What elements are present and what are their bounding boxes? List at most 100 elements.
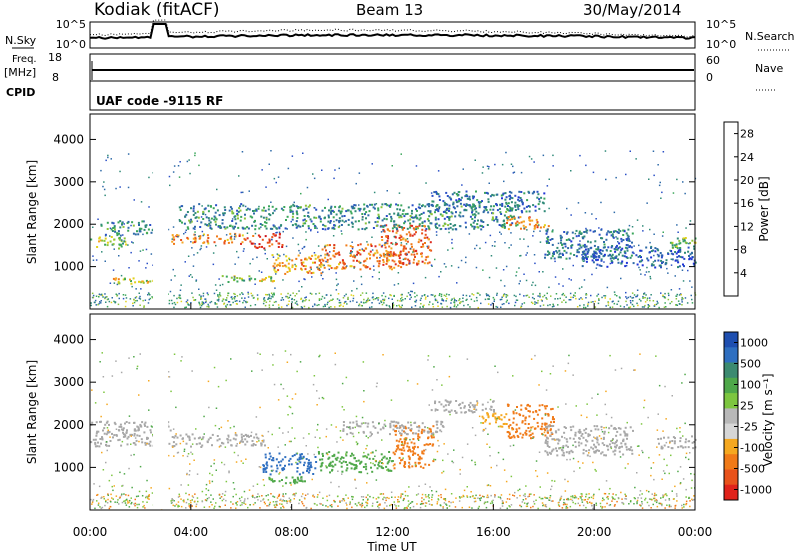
echo-cell [393, 220, 396, 223]
echo-cell [329, 244, 331, 247]
clutter-cell [234, 300, 237, 302]
echo-cell [345, 210, 348, 213]
clutter-cell [392, 302, 394, 304]
echo-cell [267, 208, 270, 211]
echo-cell [669, 440, 672, 443]
echo-cell [407, 219, 410, 222]
echo-cell [268, 275, 271, 278]
noise-cell [669, 442, 671, 444]
clutter-cell [217, 300, 220, 302]
echo-cell [471, 225, 474, 228]
echo-cell [179, 434, 182, 437]
echo-cell [332, 216, 335, 219]
echo-cell [440, 403, 443, 406]
echo-cell [416, 263, 419, 266]
echo-cell [105, 433, 108, 436]
echo-cell [571, 451, 574, 454]
echo-cell [187, 435, 189, 438]
echo-cell [430, 430, 432, 433]
noise-cell [186, 472, 188, 475]
noise-cell [111, 297, 113, 299]
clutter-cell [344, 301, 346, 303]
echo-cell [492, 413, 495, 416]
echo-cell [329, 211, 332, 214]
noise-cell [511, 428, 513, 431]
echo-cell [617, 261, 620, 264]
clutter-cell [322, 305, 325, 308]
noise-cell [205, 246, 208, 248]
echo-cell [205, 216, 208, 219]
echo-cell [327, 216, 330, 219]
clutter-cell [96, 500, 98, 502]
noise-cell [531, 284, 533, 286]
noise-cell [482, 269, 484, 271]
echo-cell [396, 228, 398, 231]
echo-cell [101, 437, 104, 440]
noise-cell [662, 231, 664, 233]
echo-cell [485, 209, 488, 211]
noise-cell [375, 203, 378, 205]
echo-cell [427, 219, 430, 222]
noise-cell [685, 488, 687, 491]
echo-cell [551, 418, 554, 421]
noise-cell [461, 456, 464, 459]
noise-cell [589, 455, 591, 458]
clutter-cell [218, 296, 220, 298]
noise-cell [256, 352, 259, 354]
echo-cell [301, 263, 304, 266]
noise-cell [256, 441, 258, 443]
echo-cell [117, 221, 120, 224]
echo-cell [398, 254, 400, 257]
noise-cell [476, 404, 478, 406]
echo-cell [388, 245, 391, 248]
echo-cell [418, 426, 421, 429]
echo-cell [549, 435, 552, 437]
echo-cell [465, 226, 467, 229]
noise-cell [175, 433, 177, 435]
echo-cell [343, 263, 346, 266]
noise-cell [151, 426, 153, 428]
echo-cell [371, 451, 374, 454]
clutter-cell [407, 292, 410, 294]
echo-cell [545, 425, 547, 428]
echo-cell [326, 258, 329, 261]
echo-cell [522, 433, 525, 436]
echo-cell [204, 207, 207, 210]
noise-cell [334, 352, 336, 354]
echo-cell [607, 448, 610, 451]
echo-cell [532, 411, 535, 414]
noise-cell [366, 444, 368, 447]
noise-cell [287, 431, 289, 433]
noise-cell [601, 296, 603, 299]
clutter-cell [414, 296, 416, 298]
clutter-cell [219, 292, 221, 294]
noise-cell [518, 282, 520, 285]
echo-cell [661, 262, 663, 264]
echo-cell [514, 209, 517, 211]
noise-cell [265, 219, 268, 221]
echo-cell [545, 229, 548, 232]
noise-cell [236, 443, 238, 445]
noise-cell [240, 460, 243, 462]
noise-cell [508, 302, 510, 305]
echo-cell [338, 217, 341, 220]
echo-cell [238, 235, 241, 237]
echo-cell [551, 238, 554, 240]
echo-cell [400, 459, 402, 462]
noise-cell [546, 472, 549, 474]
echo-cell [482, 221, 485, 223]
noise-cell [462, 168, 464, 170]
echo-cell [625, 244, 628, 246]
echo-cell [601, 451, 604, 454]
echo-cell [113, 225, 116, 228]
echo-cell [448, 401, 451, 404]
echo-cell [339, 205, 341, 208]
noise-cell [410, 290, 412, 293]
echo-cell [403, 466, 406, 468]
echo-cell [541, 417, 544, 420]
echo-cell [268, 245, 271, 248]
echo-cell [524, 431, 527, 434]
echo-cell [398, 257, 401, 260]
echo-cell [503, 224, 506, 227]
noise-cell [668, 472, 670, 475]
